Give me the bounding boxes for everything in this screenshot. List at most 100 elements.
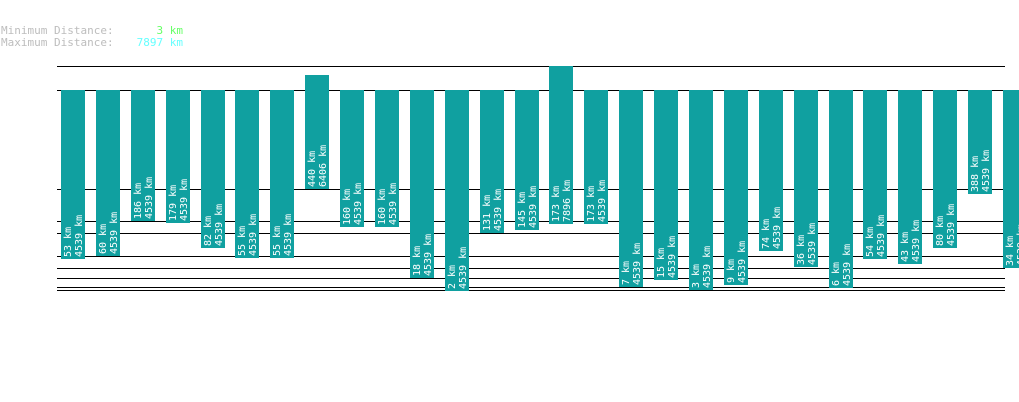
bar-group: 9 km 4539 km [724, 90, 748, 285]
bar-group: 7 km 4539 km [619, 90, 643, 287]
bar-total-label: 4539 km [528, 186, 539, 228]
bar-group: 145 km 4539 km [515, 90, 539, 230]
bar-distance-label: 7 km [621, 261, 632, 285]
bar [1003, 90, 1019, 268]
bar-total-label: 4539 km [1016, 224, 1019, 266]
bar-group: 388 km 4539 km [968, 90, 992, 194]
bar-total-label: 4539 km [876, 215, 887, 257]
bar-total-label: 4539 km [597, 180, 608, 222]
bar [654, 90, 678, 280]
bar-distance-label: 53 km [63, 227, 74, 257]
bar-total-label: 4539 km [702, 246, 713, 288]
bar-total-label: 4539 km [214, 204, 225, 246]
bar [340, 90, 364, 227]
bar-total-label: 4539 km [423, 234, 434, 276]
bar-distance-label: 173 km [586, 186, 597, 222]
bar-group: 36 km 4539 km [794, 90, 818, 267]
bar-group: 15 km 4539 km [654, 90, 678, 280]
bar-distance-label: 9 km [726, 259, 737, 283]
max-distance-row: Maximum Distance: 7897 km [1, 37, 183, 49]
bar-total-label: 4539 km [772, 207, 783, 249]
bar-total-label: 4539 km [842, 244, 853, 286]
bar [619, 90, 643, 287]
bar [445, 90, 469, 291]
bar-total-label: 4539 km [981, 150, 992, 192]
bar-distance-label: 6 km [831, 262, 842, 286]
bar-distance-label: 179 km [168, 185, 179, 221]
bar-total-label: 4539 km [109, 212, 120, 254]
min-distance-value: 3 km [156, 24, 184, 37]
bar-distance-label: 173 km [551, 186, 562, 222]
bar-distance-label: 82 km [203, 216, 214, 246]
bar [968, 90, 992, 194]
bar-total-label: 4539 km [179, 179, 190, 221]
bar-distance-label: 34 km [1005, 236, 1016, 266]
bar [61, 90, 85, 259]
bar-total-label: 4539 km [458, 247, 469, 289]
bar [235, 90, 259, 258]
bar [689, 90, 713, 290]
bar-distance-label: 80 km [935, 216, 946, 246]
bar-group: 2 km 4539 km [445, 90, 469, 291]
bar-total-label: 4539 km [493, 189, 504, 231]
bar-distance-label: 74 km [761, 219, 772, 249]
bar [515, 90, 539, 230]
bar-group: 80 km 4539 km [933, 90, 957, 248]
bar [375, 90, 399, 227]
distance-stats: Minimum Distance: 3 km Maximum Distance: 7… [1, 25, 183, 49]
bar-group: 34 km 4539 km [1003, 90, 1019, 268]
bar-group: 173 km 4539 km [584, 90, 608, 224]
bar [933, 90, 957, 248]
bar-group: 74 km 4539 km [759, 90, 783, 251]
bar-group: 440 km 6406 km [305, 75, 329, 189]
bar-distance-label: 186 km [133, 183, 144, 219]
bar-group: 82 km 4539 km [201, 90, 225, 248]
bar-group: 6 km 4539 km [829, 90, 853, 288]
bar-total-label: 4539 km [632, 243, 643, 285]
bar [131, 90, 155, 221]
bar-group: 179 km 4539 km [166, 90, 190, 223]
bar-group: 186 km 4539 km [131, 90, 155, 221]
bar-group: 55 km 4539 km [235, 90, 259, 258]
bar-group: 53 km 4539 km [61, 90, 85, 259]
min-distance-row: Minimum Distance: 3 km [1, 25, 183, 37]
bar-group: 173 km 7896 km [549, 66, 573, 224]
bar-group: 18 km 4539 km [410, 90, 434, 278]
bar-distance-label: 2 km [447, 265, 458, 289]
bar-group: 43 km 4539 km [898, 90, 922, 264]
bar [166, 90, 190, 223]
bar [724, 90, 748, 285]
max-distance-value: 7897 km [136, 36, 183, 49]
bar [201, 90, 225, 248]
bar-distance-label: 18 km [412, 246, 423, 276]
bar [584, 90, 608, 224]
bar-total-label: 4539 km [283, 214, 294, 256]
bar [549, 66, 573, 224]
min-distance-label: Minimum Distance: [1, 24, 114, 37]
bar-distance-label: 55 km [272, 226, 283, 256]
bar [863, 90, 887, 259]
bar-group: 160 km 4539 km [375, 90, 399, 227]
bar-total-label: 4539 km [737, 241, 748, 283]
bar-distance-label: 440 km [307, 151, 318, 187]
bar-distance-label: 145 km [517, 192, 528, 228]
bar-distance-label: 43 km [900, 232, 911, 262]
bar-distance-label: 388 km [970, 156, 981, 192]
bar [410, 90, 434, 278]
bar [270, 90, 294, 258]
bar-total-label: 4539 km [248, 214, 259, 256]
bar-total-label: 4539 km [144, 177, 155, 219]
bar-group: 3 km 4539 km [689, 90, 713, 290]
bar-distance-label: 160 km [342, 189, 353, 225]
bar-total-label: 6406 km [318, 145, 329, 187]
bar-distance-label: 3 km [691, 264, 702, 288]
bar [794, 90, 818, 267]
bar-group: 60 km 4539 km [96, 90, 120, 256]
bar-total-label: 4539 km [807, 223, 818, 265]
bar-total-label: 4539 km [946, 204, 957, 246]
bar-distance-label: 15 km [656, 248, 667, 278]
bar [759, 90, 783, 251]
bar-total-label: 4539 km [388, 183, 399, 225]
